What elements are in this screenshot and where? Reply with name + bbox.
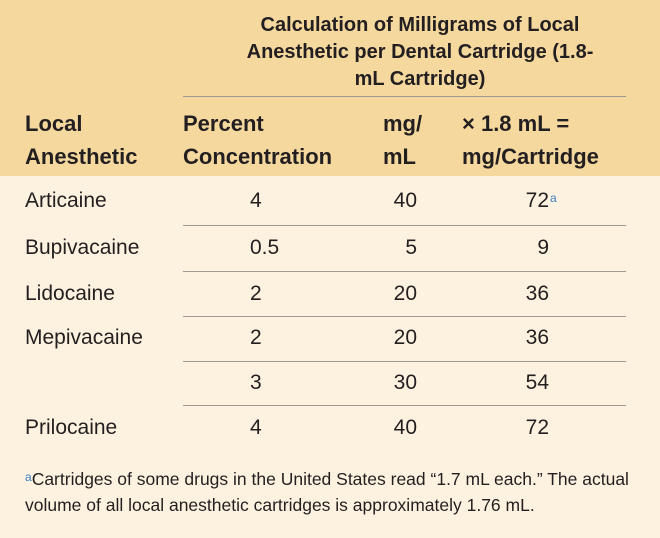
- column-header: mg/ mL: [383, 111, 423, 169]
- cell: 3: [250, 371, 262, 394]
- cell: 30: [393, 371, 417, 394]
- cell: 5: [405, 236, 417, 259]
- cell: 2: [250, 326, 262, 349]
- footnote-mark: a: [25, 470, 32, 484]
- rule: [183, 316, 626, 317]
- cell: Lidocaine: [25, 282, 115, 305]
- cell-text: 72: [525, 189, 549, 212]
- rule: [183, 96, 626, 97]
- cell: 4: [250, 189, 262, 212]
- cell: 72 a: [525, 189, 557, 213]
- cell: Bupivacaine: [25, 236, 140, 259]
- column-header: Local Anesthetic: [25, 111, 138, 169]
- cell: 0.5: [250, 236, 280, 259]
- cell: 40: [393, 416, 417, 439]
- cell: 20: [393, 282, 417, 305]
- rule: [183, 361, 626, 362]
- cell: 36: [525, 326, 549, 349]
- cell: 40: [393, 189, 417, 212]
- rule: [183, 271, 626, 272]
- cell: 20: [393, 326, 417, 349]
- cell: 4: [250, 416, 262, 439]
- group-header: Calculation of Milligrams of Local Anest…: [246, 14, 594, 90]
- column-header: × 1.8 mL = mg/Cartridge: [462, 111, 599, 169]
- header-band: [0, 0, 660, 176]
- cell: Mepivacaine: [25, 326, 143, 349]
- column-header: Percent Concentration: [183, 111, 333, 169]
- cell: 2: [250, 282, 262, 305]
- footnote: aCartridges of some drugs in the United …: [25, 466, 640, 518]
- rule: [183, 225, 626, 226]
- cell: 54: [525, 371, 549, 394]
- cell: 9: [537, 236, 549, 259]
- cell: 36: [525, 282, 549, 305]
- footnote-text: Cartridges of some drugs in the United S…: [25, 469, 629, 515]
- rule: [183, 405, 626, 406]
- note-mark: a: [550, 191, 557, 205]
- cell: Articaine: [25, 189, 107, 212]
- cell: 72: [525, 416, 549, 439]
- cell: Prilocaine: [25, 416, 118, 439]
